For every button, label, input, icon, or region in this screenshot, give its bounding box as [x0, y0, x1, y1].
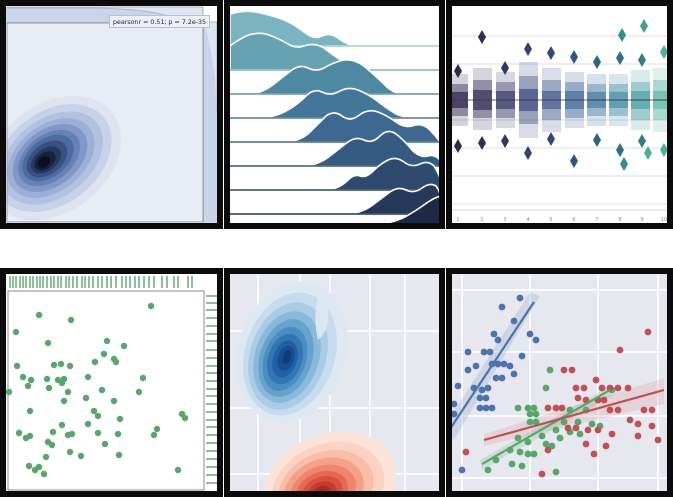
svg-text:2: 2 — [480, 217, 483, 223]
scatter-red — [462, 328, 662, 478]
svg-text:4: 4 — [526, 217, 529, 223]
rug-top — [9, 276, 193, 288]
svg-text:3: 3 — [503, 217, 506, 223]
jointplot-kde-svg — [6, 6, 217, 223]
kde-blue — [236, 281, 348, 423]
scatter-blue — [452, 294, 540, 474]
svg-text:6: 6 — [572, 217, 575, 223]
panel-scatter-rug[interactable] — [0, 268, 223, 497]
svg-text:10: 10 — [661, 217, 667, 223]
lmplot-svg — [452, 274, 667, 491]
scatter-rug-canvas — [6, 274, 217, 491]
grid-gap-v2 — [445, 0, 446, 229]
joint-axes — [6, 22, 204, 223]
ridgeline-canvas — [230, 6, 439, 223]
bivariate-kde-svg — [230, 274, 439, 491]
panel-lmplot-multi[interactable] — [446, 268, 673, 497]
svg-text:7: 7 — [595, 217, 598, 223]
scatter-rug-svg — [6, 274, 217, 491]
svg-text:1: 1 — [456, 217, 459, 223]
ridgeline-svg — [230, 6, 439, 223]
ridge-series — [230, 10, 439, 223]
kde-contours — [7, 95, 122, 221]
svg-text:5: 5 — [549, 217, 552, 223]
boxen-box — [473, 68, 492, 130]
rug-right — [206, 295, 217, 484]
boxenplot-svg: 1 2 3 4 5 6 7 8 9 10 — [452, 6, 667, 223]
scatter-green — [484, 366, 616, 476]
grid-gap-h — [0, 229, 673, 268]
lmplot-canvas — [452, 274, 667, 491]
svg-text:8: 8 — [618, 217, 621, 223]
boxen-box — [519, 62, 538, 138]
panel-jointplot-kde[interactable]: pearsonr = 0.51; p = 7.2e-35 — [0, 0, 223, 229]
grid-gap-v4 — [445, 268, 446, 497]
marginal-density-right — [203, 21, 217, 223]
grid-gap-v3 — [223, 268, 224, 497]
jointplot-kde-canvas: pearsonr = 0.51; p = 7.2e-35 — [6, 6, 217, 223]
boxen-boxes — [452, 62, 667, 138]
outlier-markers — [454, 19, 667, 171]
pearson-annotation: pearsonr = 0.51; p = 7.2e-35 — [108, 15, 210, 28]
x-tick-labels: 1 2 3 4 5 6 7 8 9 10 — [456, 217, 667, 223]
boxenplot-canvas: 1 2 3 4 5 6 7 8 9 10 — [452, 6, 667, 223]
panel-boxenplot[interactable]: 1 2 3 4 5 6 7 8 9 10 — [446, 0, 673, 229]
bivariate-kde-canvas — [230, 274, 439, 491]
grid-gap-v1 — [223, 0, 224, 229]
kde-red — [264, 431, 396, 491]
regression-lines — [452, 301, 665, 465]
panel-ridgeline[interactable] — [224, 0, 445, 229]
svg-text:9: 9 — [640, 217, 643, 223]
panel-bivariate-kde-pair[interactable] — [224, 268, 445, 497]
scatter-axes — [7, 290, 205, 491]
scatter-points — [6, 302, 189, 478]
